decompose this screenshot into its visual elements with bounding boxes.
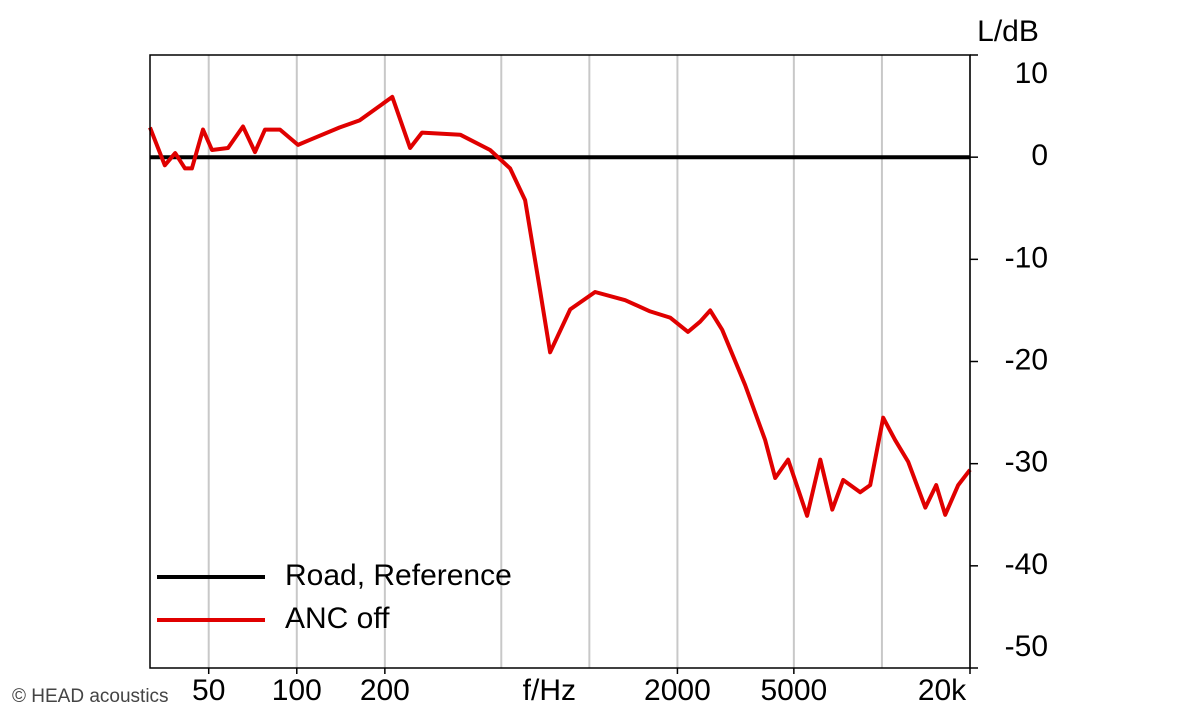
y-tick-label: -20 [1005, 343, 1048, 376]
series-line [148, 94, 972, 518]
copyright: © HEAD acoustics [12, 686, 169, 707]
x-tick-label: 200 [360, 674, 410, 707]
y-tick-label: 0 [1031, 139, 1048, 172]
plot-frame [149, 54, 971, 669]
y-tick-label: -10 [1005, 241, 1048, 274]
y-tick-label: 10 [1015, 57, 1048, 90]
x-tick-label: 50 [192, 674, 225, 707]
x-tick-label: 2000 [644, 674, 711, 707]
y-tick-label: -40 [1005, 548, 1048, 581]
legend-label: ANC off [285, 602, 390, 635]
x-tick-label: 20k [918, 674, 967, 707]
x-tick-label: 100 [272, 674, 322, 707]
x-axis-label: f/Hz [523, 674, 576, 707]
y-tick-label: -30 [1005, 446, 1048, 479]
y-tick-label: -50 [1005, 630, 1048, 663]
x-tick-label: 5000 [760, 674, 827, 707]
legend-label: Road, Reference [285, 559, 512, 592]
y-axis-label: L/dB [977, 15, 1039, 48]
